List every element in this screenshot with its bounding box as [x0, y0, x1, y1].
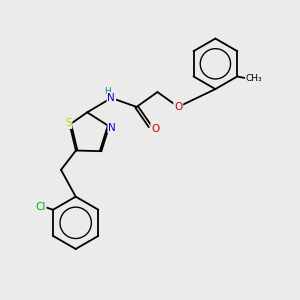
Text: N: N	[108, 123, 116, 133]
Text: Cl: Cl	[35, 202, 46, 212]
Text: CH₃: CH₃	[246, 74, 262, 83]
Text: N: N	[107, 93, 115, 103]
Text: O: O	[174, 102, 182, 112]
Text: H: H	[104, 87, 111, 96]
Text: O: O	[151, 124, 160, 134]
Text: S: S	[65, 118, 71, 128]
